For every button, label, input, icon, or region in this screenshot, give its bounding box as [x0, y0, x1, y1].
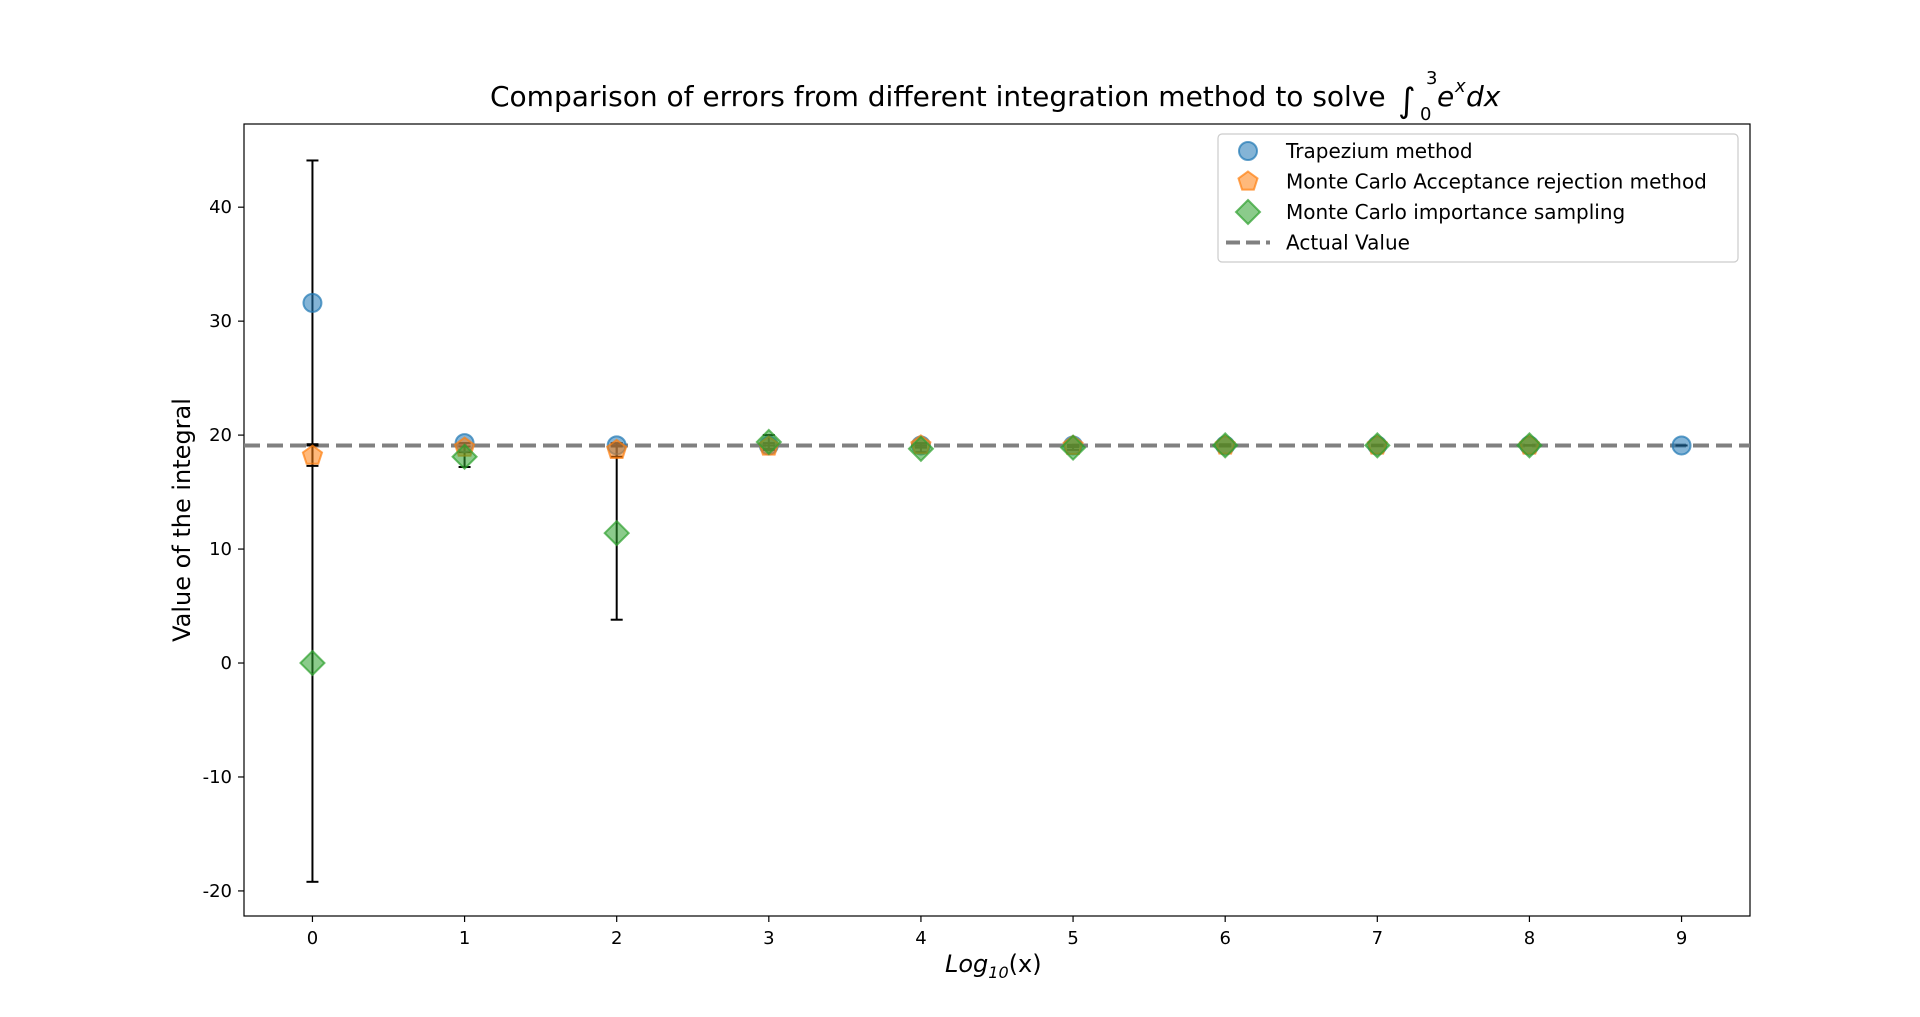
- x-tick-label: 7: [1372, 928, 1383, 949]
- legend-label: Monte Carlo importance sampling: [1286, 200, 1625, 224]
- title-integrand-base: e: [1437, 80, 1454, 113]
- legend-label: Actual Value: [1286, 231, 1410, 255]
- x-tick-label: 5: [1067, 928, 1078, 949]
- data-point-circle: [1671, 435, 1692, 456]
- x-tick-label: 8: [1524, 928, 1535, 949]
- legend-swatch-diamond: [1234, 198, 1262, 226]
- x-axis-label-prefix: Log: [945, 950, 988, 978]
- y-tick-label: 0: [221, 653, 232, 674]
- title-lower-limit: 0: [1420, 104, 1431, 125]
- y-axis-label: Value of the integral: [168, 398, 196, 642]
- x-tick-label: 2: [611, 928, 622, 949]
- y-tick-label: 20: [209, 425, 232, 446]
- plot-area-frame: [243, 123, 1751, 917]
- data-point-pentagon: [301, 444, 324, 465]
- data-point-diamond: [907, 435, 935, 463]
- x-axis-label-subscript: 10: [988, 963, 1008, 982]
- legend-label: Trapezium method: [1285, 139, 1473, 163]
- title-integrand-exponent: x: [1454, 76, 1466, 97]
- legend-box: [1217, 133, 1739, 263]
- y-tick-label: 40: [209, 197, 232, 218]
- y-axis-ticks: -20 -10 0 10 20 30 40: [203, 197, 244, 902]
- y-tick-label: -20: [203, 881, 232, 902]
- chart-title: Comparison of errors from different inte…: [490, 68, 1501, 125]
- data-point-diamond: [755, 428, 783, 456]
- data-point-diamond: [1363, 431, 1391, 459]
- x-tick-label: 1: [459, 928, 470, 949]
- x-axis-ticks: 0 1 2 3 4 5 6 7 8 9: [307, 916, 1687, 949]
- x-tick-label: 3: [763, 928, 774, 949]
- x-tick-label: 9: [1676, 928, 1687, 949]
- legend-swatch-pentagon: [1237, 170, 1259, 191]
- data-markers: [299, 292, 1692, 677]
- chart-title-main: Comparison of errors from different inte…: [490, 80, 1386, 113]
- y-tick-label: 10: [209, 539, 232, 560]
- x-axis-label-suffix: (x): [1009, 950, 1042, 978]
- data-point-circle: [302, 292, 323, 313]
- data-point-diamond: [1211, 431, 1239, 459]
- data-point-diamond: [1516, 431, 1543, 459]
- data-point-diamond: [1059, 434, 1087, 462]
- x-axis-label: Log10(x): [945, 950, 1042, 982]
- data-point-diamond: [603, 519, 631, 547]
- data-point-diamond: [451, 443, 478, 471]
- x-tick-label: 0: [307, 928, 318, 949]
- x-tick-label: 6: [1219, 928, 1230, 949]
- title-integrand-tail: dx: [1466, 80, 1501, 113]
- y-tick-label: 30: [209, 311, 232, 332]
- legend-swatch-circle: [1238, 141, 1258, 161]
- data-point-diamond: [299, 649, 326, 677]
- data-point-pentagon: [606, 438, 628, 459]
- legend-label: Monte Carlo Acceptance rejection method: [1286, 170, 1707, 194]
- title-upper-limit: 3: [1426, 68, 1437, 89]
- y-tick-label: -10: [203, 767, 232, 788]
- title-integral-symbol: ∫: [1398, 81, 1416, 121]
- chart-legend: Trapezium method Monte Carlo Acceptance r…: [1217, 133, 1739, 263]
- x-tick-label: 4: [915, 928, 926, 949]
